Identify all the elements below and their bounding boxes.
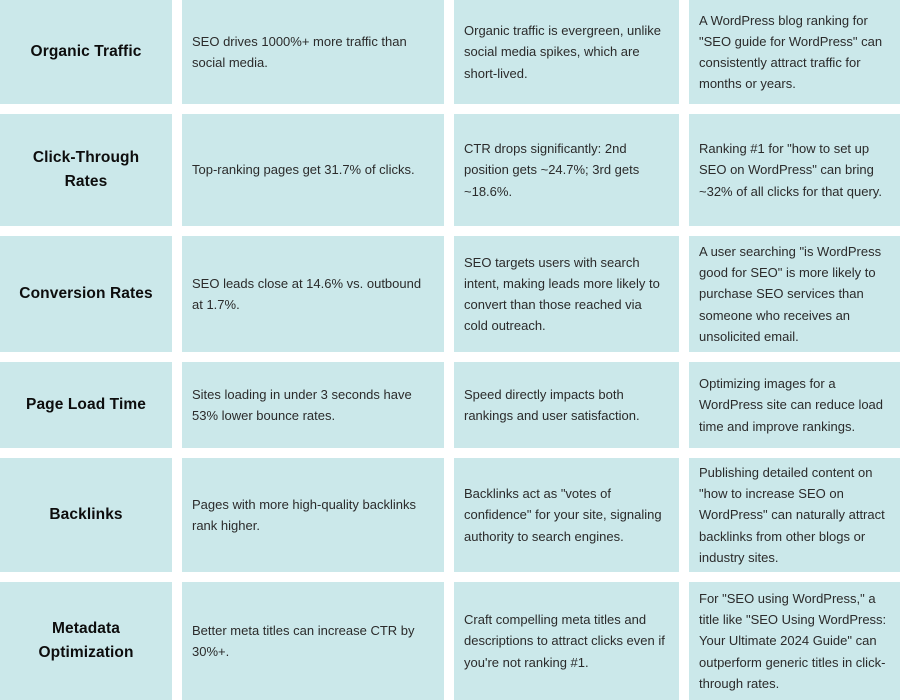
cell-text: SEO leads close at 14.6% vs. outbound at… [192, 275, 422, 312]
cell-page-load-stat: Sites loading in under 3 seconds have 53… [182, 362, 444, 448]
cell-backlinks-benefit: Backlinks act as "votes of confidence" f… [454, 458, 679, 572]
cell-organic-traffic-example: A WordPress blog ranking for "SEO guide … [689, 0, 900, 104]
row-label-page-load-time: Page Load Time [0, 362, 172, 448]
cell-backlinks-example: Publishing detailed content on "how to i… [689, 458, 900, 572]
row-label-conversion-rates: Conversion Rates [0, 236, 172, 352]
cell-ctr-stat: Top-ranking pages get 31.7% of clicks. [182, 114, 444, 226]
cell-metadata-stat: Better meta titles can increase CTR by 3… [182, 582, 444, 700]
cell-text: Better meta titles can increase CTR by 3… [192, 622, 415, 659]
cell-text: Speed directly impacts both rankings and… [464, 386, 640, 423]
cell-text: Sites loading in under 3 seconds have 53… [192, 386, 412, 423]
cell-conversion-stat: SEO leads close at 14.6% vs. outbound at… [182, 236, 444, 352]
cell-conversion-example: A user searching "is WordPress good for … [689, 236, 900, 352]
cell-text: Optimizing images for a WordPress site c… [699, 376, 884, 434]
cell-text: Backlinks act as "votes of confidence" f… [464, 486, 662, 544]
cell-ctr-example: Ranking #1 for "how to set up SEO on Wor… [689, 114, 900, 226]
cell-backlinks-stat: Pages with more high-quality backlinks r… [182, 458, 444, 572]
cell-text: A WordPress blog ranking for "SEO guide … [699, 12, 883, 92]
cell-conversion-benefit: SEO targets users with search intent, ma… [454, 236, 679, 352]
cell-ctr-benefit: CTR drops significantly: 2nd position ge… [454, 114, 679, 226]
cell-organic-traffic-stat: SEO drives 1000%+ more traffic than soci… [182, 0, 444, 104]
cell-page-load-benefit: Speed directly impacts both rankings and… [454, 362, 679, 448]
row-label-metadata-optimization: Metadata Optimization [0, 582, 172, 700]
cell-text: A user searching "is WordPress good for … [699, 244, 882, 344]
cell-text: Pages with more high-quality backlinks r… [192, 496, 416, 533]
cell-text: Organic traffic is evergreen, unlike soc… [464, 23, 662, 81]
cell-text: Ranking #1 for "how to set up SEO on Wor… [699, 141, 882, 199]
cell-text: Craft compelling meta titles and descrip… [464, 612, 665, 670]
cell-page-load-example: Optimizing images for a WordPress site c… [689, 362, 900, 448]
cell-text: SEO targets users with search intent, ma… [464, 254, 660, 334]
cell-text: Top-ranking pages get 31.7% of clicks. [192, 162, 415, 178]
row-label-organic-traffic: Organic Traffic [0, 0, 172, 104]
cell-text: SEO drives 1000%+ more traffic than soci… [192, 33, 407, 70]
cell-text: Publishing detailed content on "how to i… [699, 465, 885, 565]
row-label-click-through-rates: Click-Through Rates [0, 114, 172, 226]
cell-text: For "SEO using WordPress," a title like … [699, 591, 887, 691]
row-label-backlinks: Backlinks [0, 458, 172, 572]
cell-text: CTR drops significantly: 2nd position ge… [464, 141, 640, 199]
cell-metadata-example: For "SEO using WordPress," a title like … [689, 582, 900, 700]
cell-organic-traffic-benefit: Organic traffic is evergreen, unlike soc… [454, 0, 679, 104]
cell-metadata-benefit: Craft compelling meta titles and descrip… [454, 582, 679, 700]
